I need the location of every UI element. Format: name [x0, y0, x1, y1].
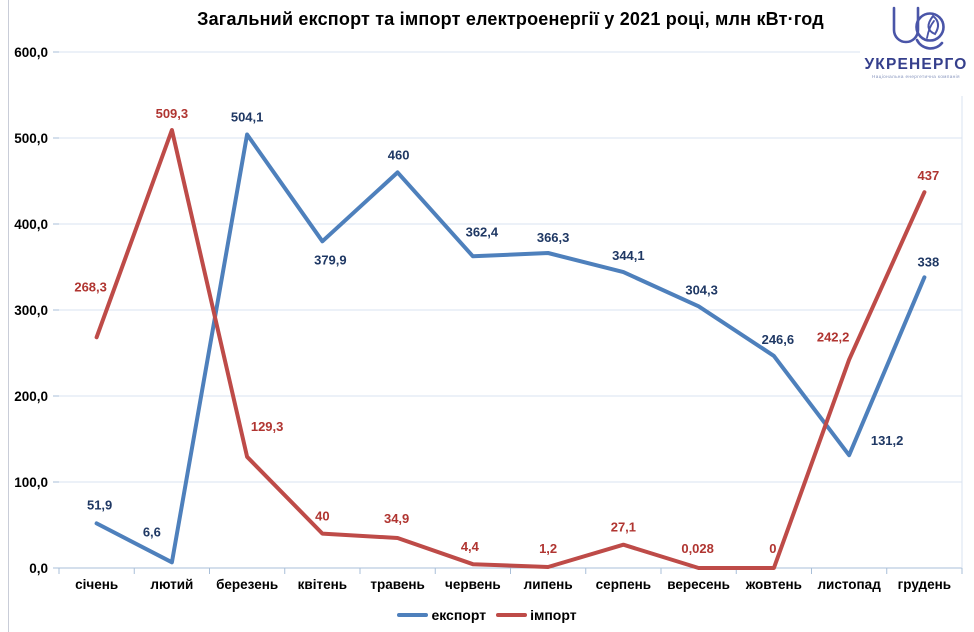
- data-label-імпорт: 0,028: [681, 541, 714, 556]
- data-label-експорт: 131,2: [871, 433, 904, 448]
- x-axis-label: грудень: [898, 577, 951, 592]
- y-axis-label: 300,0: [14, 303, 48, 318]
- legend-item-export: експорт: [397, 607, 486, 623]
- y-axis-label: 400,0: [14, 217, 48, 232]
- data-label-експорт: 51,9: [87, 497, 112, 512]
- y-axis-label: 200,0: [14, 389, 48, 404]
- y-axis-label: 600,0: [14, 45, 48, 60]
- legend-item-import: імпорт: [496, 607, 577, 623]
- x-axis-label: листопад: [817, 577, 881, 592]
- data-label-імпорт: 509,3: [156, 106, 189, 121]
- data-label-експорт: 344,1: [612, 248, 645, 263]
- data-label-експорт: 379,9: [314, 252, 347, 267]
- x-axis-label: січень: [75, 577, 118, 592]
- data-label-експорт: 338: [918, 254, 940, 269]
- data-label-імпорт: 437: [918, 168, 940, 183]
- chart-title: Загальний експорт та імпорт електроенерг…: [197, 9, 824, 29]
- data-label-імпорт: 4,4: [461, 539, 480, 554]
- chart-legend: експорт імпорт: [0, 607, 974, 623]
- data-label-експорт: 246,6: [762, 332, 795, 347]
- ukrenergo-logo-tagline: Національна енергетична компанія: [872, 74, 960, 79]
- data-label-імпорт: 1,2: [539, 541, 557, 556]
- data-label-експорт: 304,3: [685, 282, 718, 297]
- data-label-експорт: 6,6: [143, 524, 161, 539]
- ukrenergo-logo: УКРЕНЕРГО Національна енергетична компан…: [860, 2, 972, 96]
- data-label-експорт: 504,1: [231, 109, 264, 124]
- x-axis-label: квітень: [298, 577, 347, 592]
- x-axis-label: жовтень: [745, 577, 802, 592]
- y-axis-label: 500,0: [14, 131, 48, 146]
- y-axis-label: 0,0: [29, 561, 48, 576]
- data-label-експорт: 362,4: [466, 224, 499, 239]
- data-label-експорт: 366,3: [537, 230, 570, 245]
- ukrenergo-logo-icon: [892, 6, 945, 50]
- legend-label-export: експорт: [431, 607, 487, 623]
- data-label-імпорт: 40: [315, 509, 329, 524]
- x-axis-label: червень: [445, 577, 501, 592]
- x-axis-label: серпень: [596, 577, 651, 592]
- series-line-експорт: [94, 132, 927, 565]
- x-axis-label: березень: [216, 577, 278, 592]
- data-label-експорт: 460: [388, 147, 410, 162]
- legend-label-import: імпорт: [530, 607, 577, 623]
- x-axis-label: липень: [524, 577, 573, 592]
- y-axis-label: 100,0: [14, 475, 48, 490]
- data-label-імпорт: 34,9: [384, 511, 409, 526]
- page-left-border: [8, 0, 9, 632]
- legend-marker-export: [397, 613, 429, 617]
- x-axis-label: травень: [370, 577, 424, 592]
- data-label-імпорт: 0: [769, 541, 776, 556]
- x-axis-label: лютий: [150, 577, 193, 592]
- ukrenergo-logo-text: УКРЕНЕРГО: [864, 56, 968, 73]
- legend-marker-import: [496, 613, 528, 617]
- data-label-імпорт: 242,2: [817, 330, 850, 345]
- data-label-імпорт: 27,1: [611, 520, 636, 535]
- series-line-імпорт: [94, 128, 927, 570]
- data-label-імпорт: 129,3: [251, 419, 284, 434]
- data-label-імпорт: 268,3: [74, 279, 107, 294]
- x-axis-label: вересень: [667, 577, 730, 592]
